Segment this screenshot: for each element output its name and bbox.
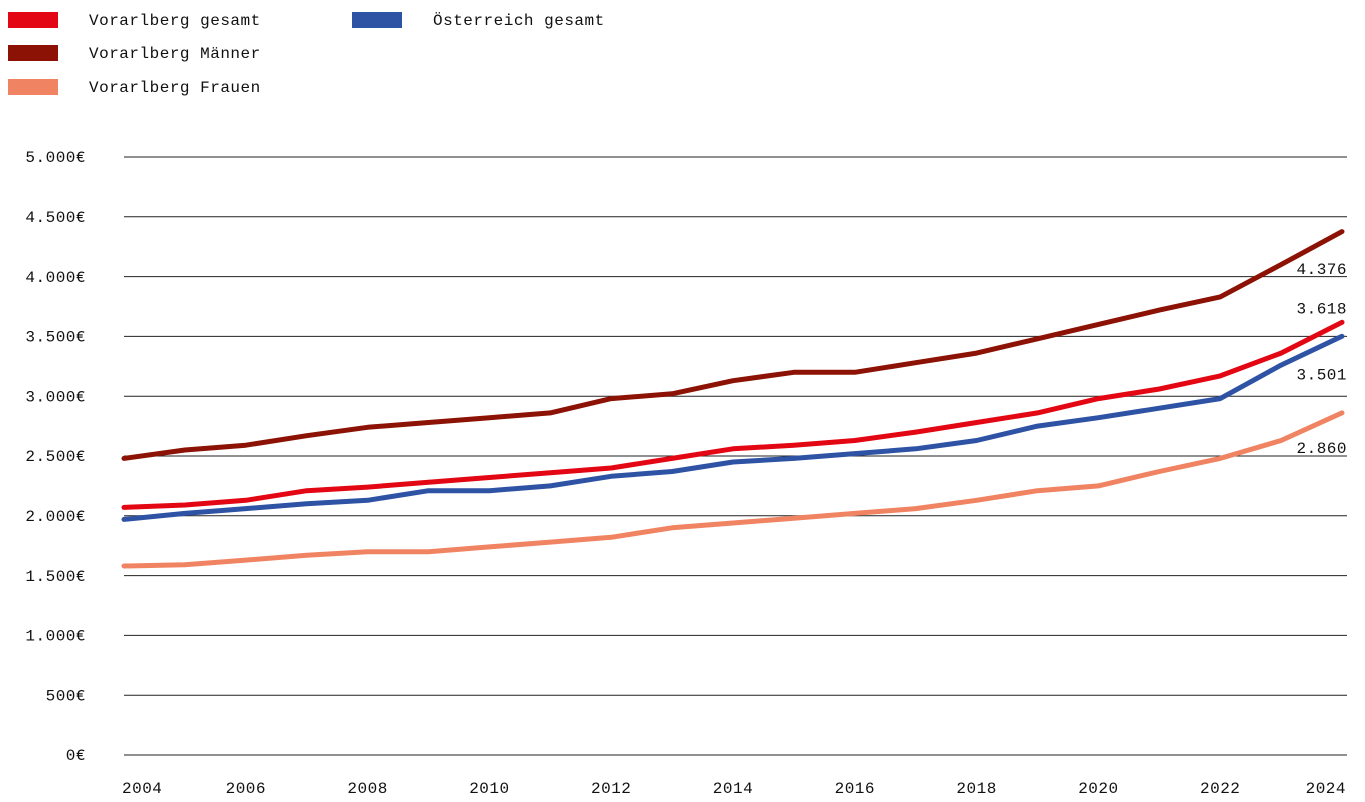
x-tick-label: 2004: [122, 780, 162, 798]
x-tick-label: 2012: [591, 780, 631, 798]
x-tick-label: 2018: [956, 780, 996, 798]
legend-label: Vorarlberg Frauen: [89, 79, 261, 97]
y-tick-label: 3.000€: [25, 388, 86, 406]
legend-swatch: [8, 12, 58, 28]
series-line: [121, 229, 1345, 461]
legend-swatch: [8, 45, 58, 61]
legend-label: Vorarlberg gesamt: [89, 12, 261, 30]
legend-swatch: [8, 79, 58, 95]
legend-swatch: [352, 12, 402, 28]
x-tick-label: 2022: [1200, 780, 1240, 798]
y-tick-label: 5.000€: [25, 149, 86, 167]
x-tick-label: 2024: [1306, 780, 1346, 798]
y-tick-label: 3.500€: [25, 329, 86, 347]
y-tick-label: 1.000€: [25, 628, 86, 646]
x-tick-label: 2010: [469, 780, 509, 798]
value-label: 4.376: [1296, 261, 1347, 279]
x-tick-label: 2016: [835, 780, 875, 798]
y-tick-label: 0€: [66, 747, 86, 765]
x-tick-label: 2020: [1078, 780, 1118, 798]
y-tick-label: 2.500€: [25, 448, 86, 466]
value-label: 3.501: [1296, 366, 1347, 384]
series-line: [121, 319, 1345, 510]
series-line: [121, 410, 1345, 569]
y-tick-label: 4.000€: [25, 269, 86, 287]
y-tick-label: 1.500€: [25, 568, 86, 586]
y-tick-label: 500€: [46, 687, 86, 705]
x-tick-label: 2014: [713, 780, 753, 798]
legend-label: Vorarlberg Männer: [89, 45, 261, 63]
x-tick-label: 2006: [226, 780, 266, 798]
y-tick-label: 4.500€: [25, 209, 86, 227]
value-label: 3.618: [1296, 301, 1347, 319]
value-label: 2.860: [1296, 440, 1347, 458]
y-tick-label: 2.000€: [25, 508, 86, 526]
x-tick-label: 2008: [347, 780, 387, 798]
legend-label: Österreich gesamt: [433, 11, 605, 30]
series-line: [121, 333, 1345, 522]
